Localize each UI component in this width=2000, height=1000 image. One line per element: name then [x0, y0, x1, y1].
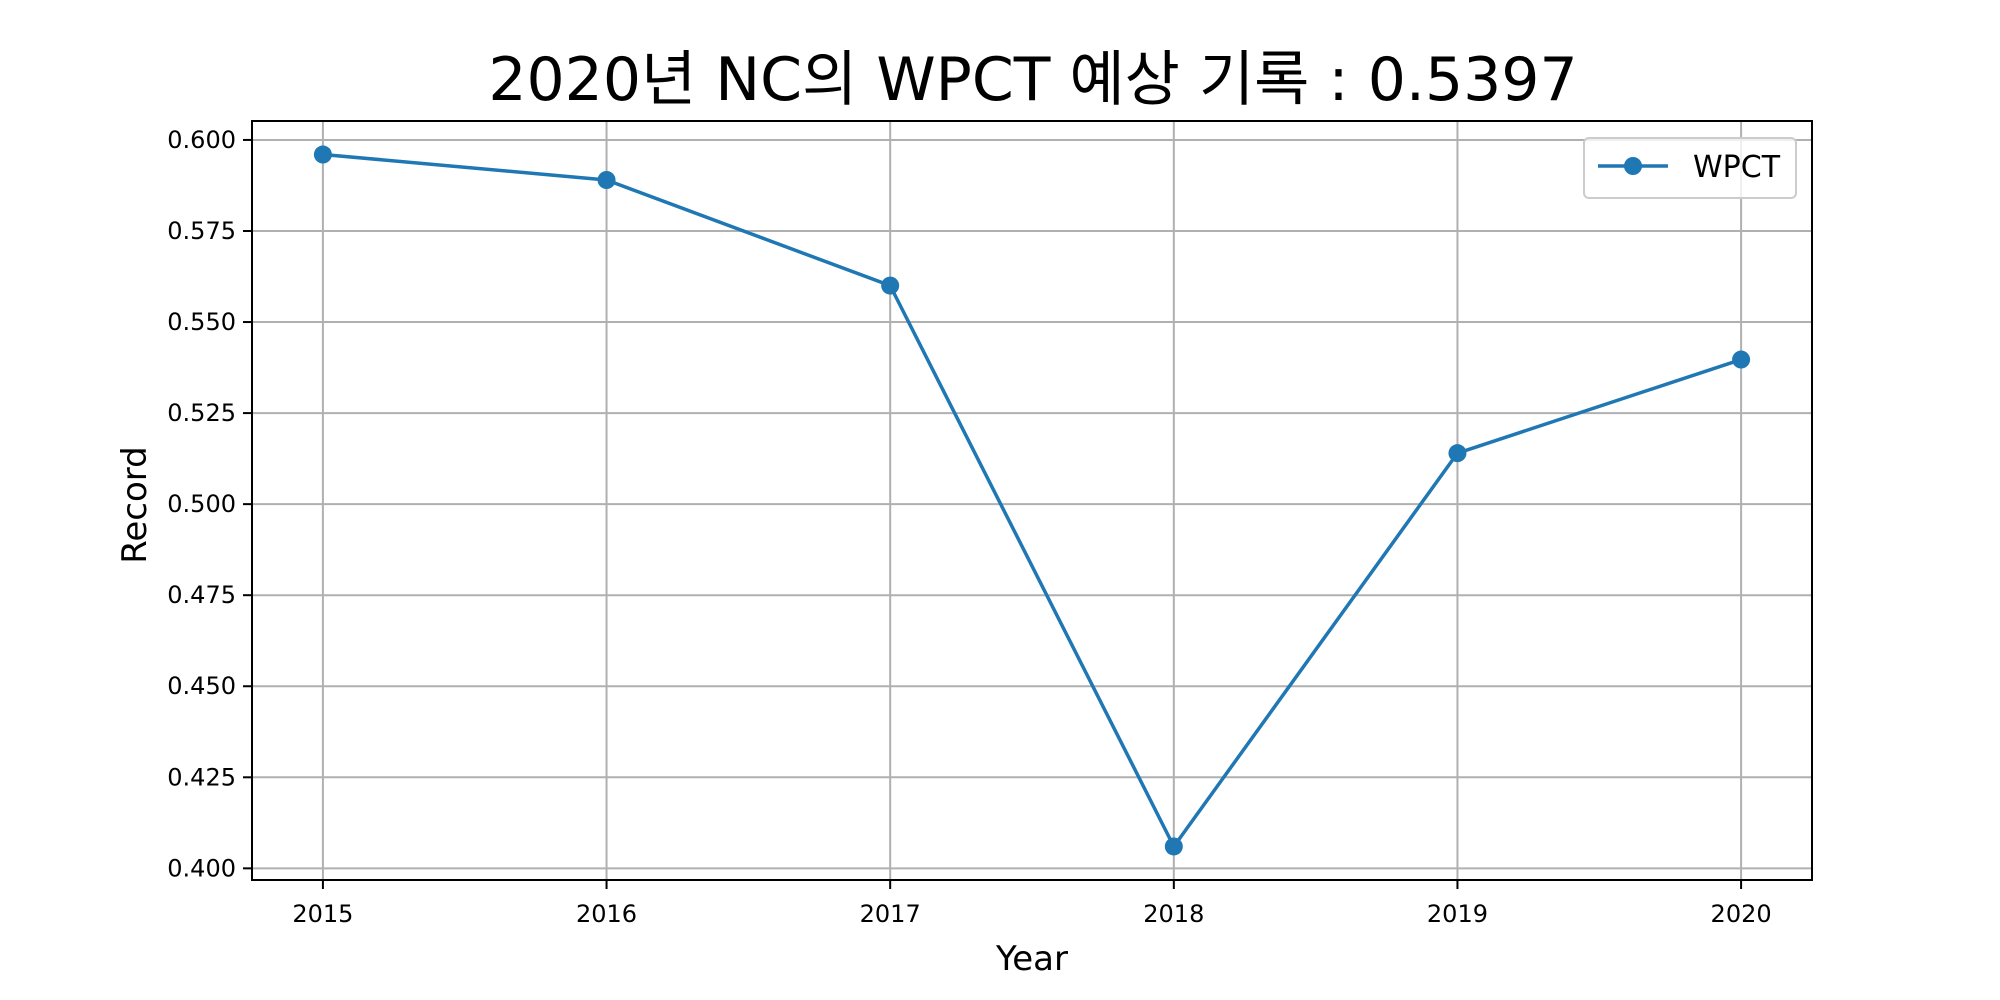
grid-lines [252, 121, 1812, 880]
x-tick-label: 2018 [1143, 900, 1204, 928]
legend: WPCT [1583, 137, 1797, 199]
data-point-2015 [313, 145, 332, 164]
data-point-2019 [1448, 444, 1467, 463]
y-tick-label: 0.400 [167, 854, 236, 882]
legend-marker-swatch [1624, 157, 1642, 175]
x-tick-label: 2020 [1711, 900, 1772, 928]
plot-frame [251, 120, 1813, 881]
data-point-2020 [1732, 350, 1751, 369]
series-line-wpct [322, 152, 1742, 849]
y-tick-label: 0.425 [167, 763, 236, 791]
data-point-2018 [1164, 837, 1183, 856]
y-tick-label: 0.525 [167, 399, 236, 427]
data-point-2017 [881, 276, 900, 295]
y-tick-label: 0.600 [167, 126, 236, 154]
y-axis-label: Record [115, 446, 155, 563]
y-tick-label: 0.450 [167, 672, 236, 700]
x-axis-ticks: 2015 2016 2017 2018 2019 2020 [292, 880, 1772, 928]
x-axis-label: Year [995, 939, 1068, 979]
y-tick-label: 0.475 [167, 581, 236, 609]
x-tick-label: 2015 [292, 900, 353, 928]
y-tick-label: 0.575 [167, 217, 236, 245]
y-tick-label: 0.500 [167, 490, 236, 518]
chart-title: 2020년 NC의 WPCT 예상 기록 : 0.5397 [488, 45, 1577, 115]
x-tick-label: 2019 [1427, 900, 1488, 928]
y-axis-ticks: 0.400 0.425 0.450 0.475 0.500 0.525 0.550 0.575… [167, 126, 252, 882]
x-tick-label: 2016 [576, 900, 637, 928]
x-tick-label: 2017 [860, 900, 921, 928]
series-layer [313, 145, 1751, 856]
legend-box [1583, 137, 1797, 199]
y-tick-label: 0.550 [167, 308, 236, 336]
legend-entry-wpct: WPCT [1693, 150, 1781, 185]
data-point-2016 [597, 171, 616, 190]
